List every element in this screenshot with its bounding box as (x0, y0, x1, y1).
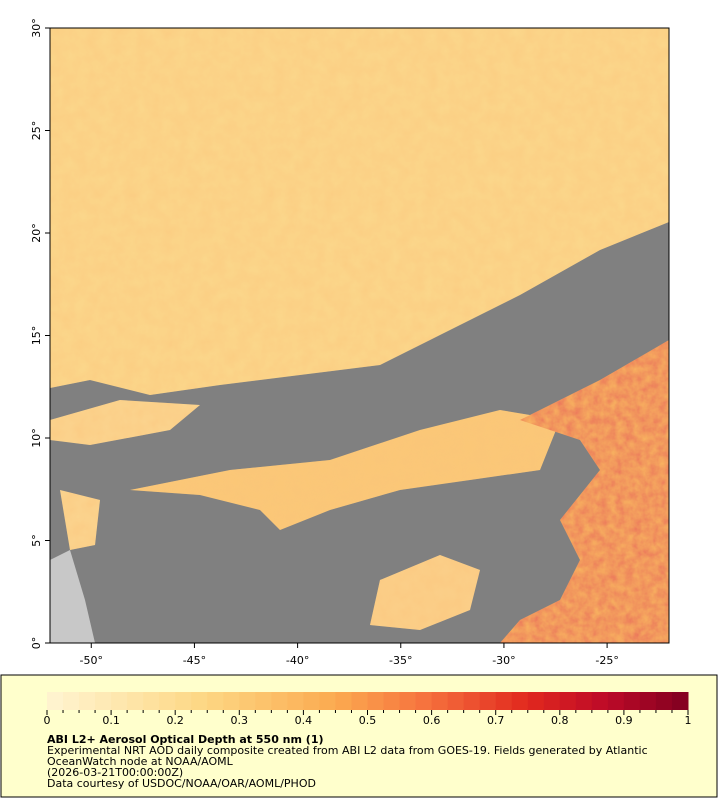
colorbar-tick-label: 0.6 (423, 714, 441, 727)
colorbar-cell (447, 692, 465, 710)
colorbar-tick-label: 0.1 (102, 714, 120, 727)
aerosol-patch (50, 400, 200, 445)
colorbar-tick-label: 0.7 (487, 714, 505, 727)
colorbar-cell (127, 692, 144, 710)
colorbar-cell (591, 692, 609, 710)
colorbar-cell (639, 692, 657, 710)
colorbar-tick-label: 1 (685, 714, 692, 727)
caption-line: (2026-03-21T00:00:00Z) (47, 766, 183, 779)
colorbar-cell (303, 692, 320, 710)
colorbar-cell (79, 692, 96, 710)
y-tick-label: 5° (30, 534, 43, 547)
colorbar-cell (351, 692, 368, 710)
colorbar: 0 0.1 0.2 0.3 0.4 0.5 0.6 0.7 0.8 0.9 1 (44, 692, 692, 727)
caption-line: OceanWatch node at NOAA/AOML (47, 755, 234, 768)
caption-line: Data courtesy of USDOC/NOAA/OAR/AOML/PHO… (47, 777, 316, 790)
colorbar-cell (479, 692, 497, 710)
colorbar-cell (111, 692, 128, 710)
colorbar-cell (319, 692, 336, 710)
colorbar-cell (159, 692, 176, 710)
colorbar-tick-label: 0.4 (295, 714, 313, 727)
x-tick-label: -40° (286, 654, 309, 667)
colorbar-cell (431, 692, 449, 710)
colorbar-cell (495, 692, 513, 710)
y-tick-label: 0° (30, 637, 43, 650)
x-tick-label: -50° (80, 654, 103, 667)
colorbar-tick-label: 0.5 (359, 714, 377, 727)
colorbar-cell (511, 692, 529, 710)
y-tick-label: 15° (30, 326, 43, 346)
colorbar-cell (175, 692, 192, 710)
colorbar-cell (607, 692, 625, 710)
colorbar-tick-label: 0.2 (166, 714, 184, 727)
colorbar-cell (335, 692, 352, 710)
colorbar-cell (655, 692, 673, 710)
colorbar-cell (191, 692, 208, 710)
colorbar-cell (239, 692, 256, 710)
colorbar-tick-label: 0.9 (615, 714, 633, 727)
colorbar-cell (671, 692, 689, 710)
colorbar-cell (223, 692, 240, 710)
y-tick-label: 20° (30, 223, 43, 243)
colorbar-cell (575, 692, 593, 710)
aerosol-patch (60, 490, 100, 550)
aerosol-patch (500, 340, 669, 643)
caption-line: Experimental NRT AOD daily composite cre… (47, 744, 648, 757)
axes: -50° -45° -40° -35° -30° -25° 0° 5° 10° 15° 20° 25°… (30, 18, 619, 667)
land (50, 550, 95, 643)
colorbar-tick-label: 0 (44, 714, 51, 727)
colorbar-cell (143, 692, 160, 710)
colorbar-cell (95, 692, 112, 710)
y-tick-label: 10° (30, 428, 43, 448)
x-tick-label: -35° (389, 654, 412, 667)
map-imagery (50, 28, 669, 643)
colorbar-cell (271, 692, 288, 710)
colorbar-cell (399, 692, 417, 710)
y-tick-label: 30° (30, 18, 43, 38)
colorbar-cell (207, 692, 224, 710)
x-tick-label: -25° (595, 654, 618, 667)
colorbar-tick-label: 0.3 (231, 714, 249, 727)
colorbar-tick-label: 0.8 (551, 714, 569, 727)
colorbar-cell (47, 692, 64, 710)
aerosol-patch (370, 555, 480, 630)
colorbar-cell (367, 692, 385, 710)
colorbar-cell (463, 692, 481, 710)
colorbar-cell (559, 692, 577, 710)
colorbar-cell (527, 692, 545, 710)
x-tick-label: -30° (492, 654, 515, 667)
x-tick-label: -45° (183, 654, 206, 667)
colorbar-cell (63, 692, 80, 710)
colorbar-cell (543, 692, 561, 710)
colorbar-cell (415, 692, 433, 710)
dust-plume (50, 28, 669, 395)
colorbar-cell (383, 692, 401, 710)
colorbar-cell (623, 692, 641, 710)
caption-title: ABI L2+ Aerosol Optical Depth at 550 nm … (47, 733, 324, 746)
aerosol-patch (130, 410, 560, 530)
y-tick-label: 25° (30, 121, 43, 141)
colorbar-cell (255, 692, 272, 710)
colorbar-cell (287, 692, 304, 710)
